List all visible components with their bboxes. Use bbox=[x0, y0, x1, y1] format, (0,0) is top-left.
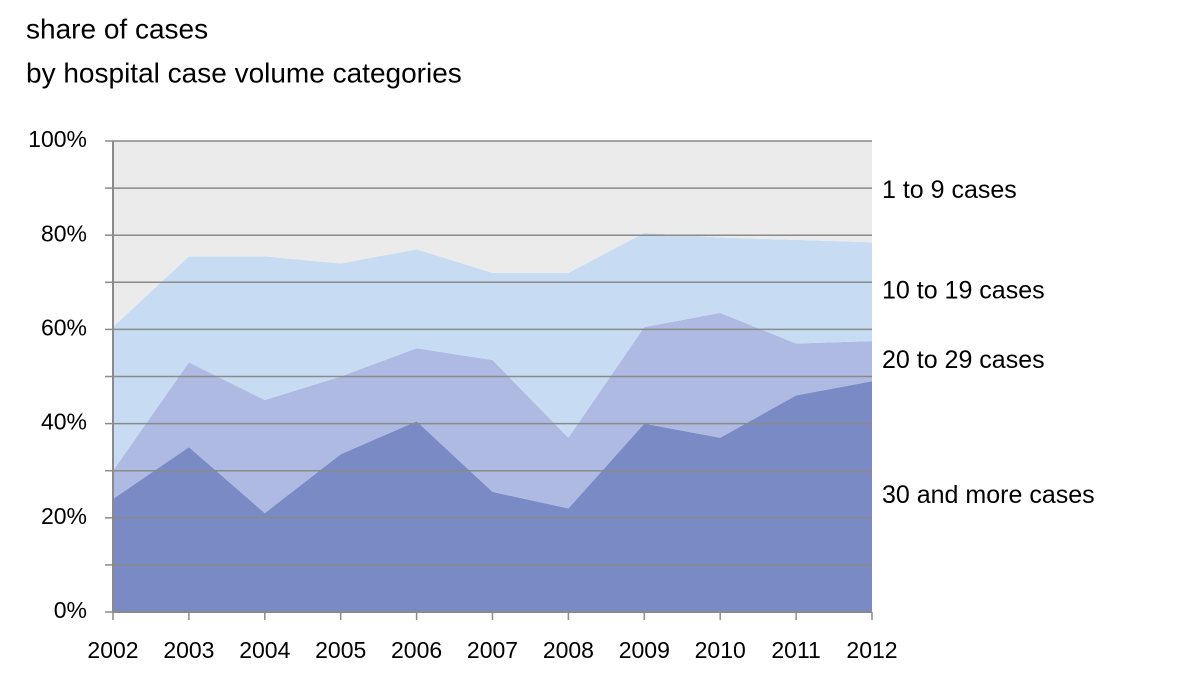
area bbox=[113, 381, 872, 612]
y-tick-label: 60% bbox=[41, 314, 87, 340]
x-tick-label: 2007 bbox=[467, 637, 518, 663]
series-label: 30 and more cases bbox=[882, 481, 1095, 509]
series-label: 20 to 29 cases bbox=[882, 346, 1045, 374]
x-tick-label: 2004 bbox=[239, 637, 290, 663]
axes: 30 and more cases 20 to 29 cases 10 to 19 … bbox=[28, 126, 1094, 663]
grid bbox=[105, 140, 872, 613]
x-tick-label: 2012 bbox=[846, 637, 897, 663]
x-tick-label: 2008 bbox=[543, 637, 594, 663]
x-tick-label: 2011 bbox=[771, 637, 820, 663]
x-tick-label: 2006 bbox=[391, 637, 442, 663]
y-tick-label: 80% bbox=[41, 220, 87, 246]
x-tick-label: 2005 bbox=[315, 637, 366, 663]
area bbox=[113, 312, 872, 514]
x-tick-label: 2002 bbox=[87, 637, 138, 663]
x-tick-label: 2009 bbox=[619, 637, 670, 663]
y-tick-label: 40% bbox=[41, 409, 87, 435]
x-tick-label: 2010 bbox=[695, 637, 746, 663]
series-label: 10 to 19 cases bbox=[882, 276, 1045, 304]
y-tick-label: 20% bbox=[41, 503, 87, 529]
x-tick-label: 2003 bbox=[163, 637, 214, 663]
series-label: 1 to 9 cases bbox=[882, 176, 1017, 204]
area bbox=[113, 232, 872, 471]
chart-subtitle: by hospital case volume categories bbox=[26, 57, 462, 88]
chart-title: share of cases bbox=[26, 13, 208, 44]
y-tick-label: 0% bbox=[54, 597, 87, 623]
y-tick-label: 100% bbox=[28, 126, 87, 152]
